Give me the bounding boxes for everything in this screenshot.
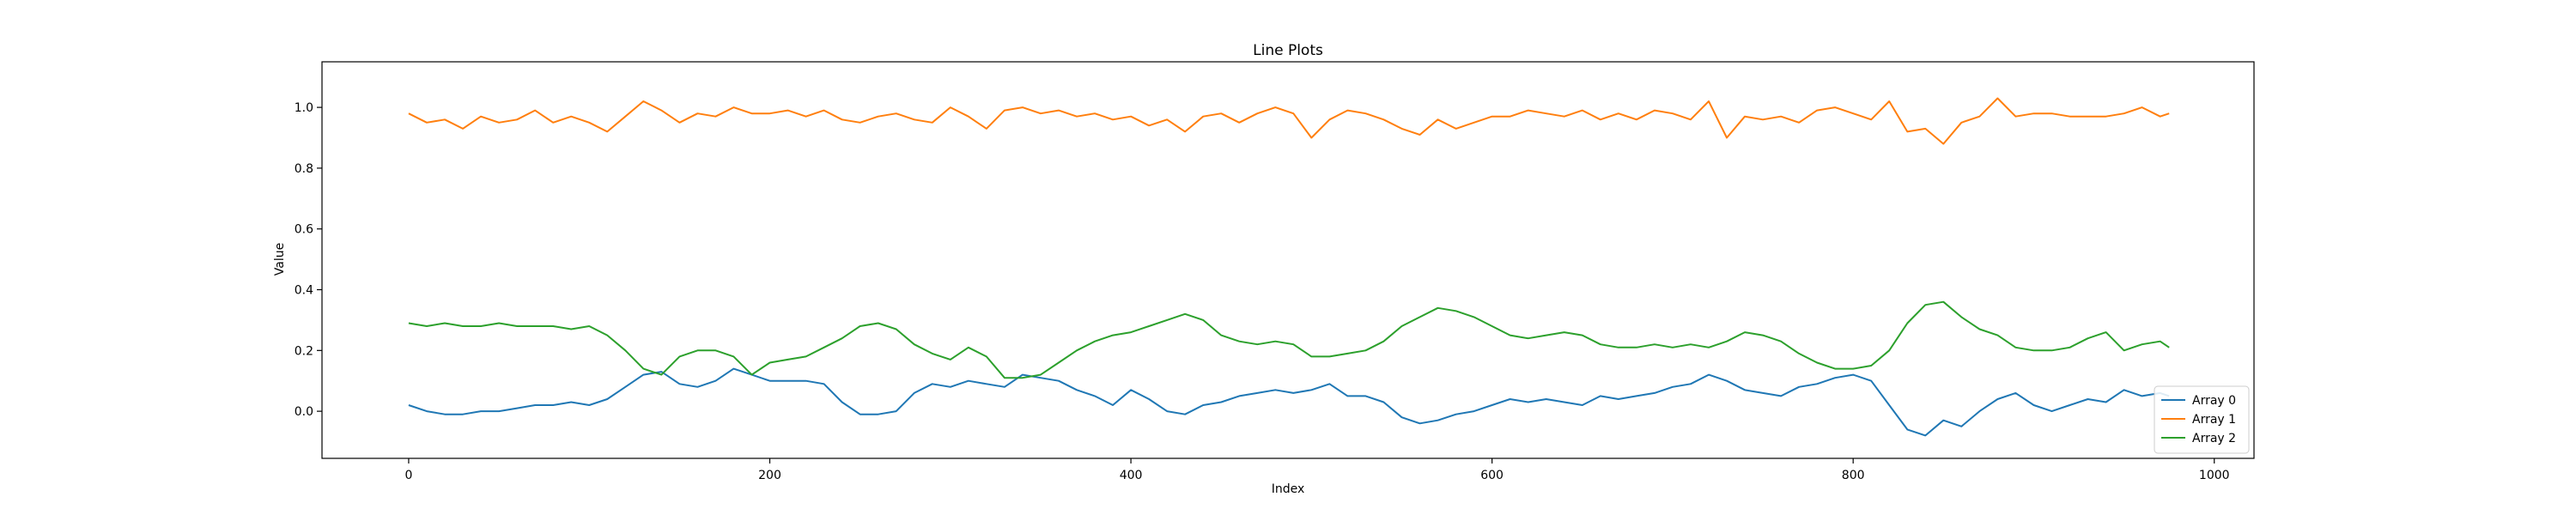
series-line-array-2	[408, 300, 2170, 379]
y-axis-label: Value	[273, 243, 287, 276]
series-line-array-0	[408, 367, 2170, 437]
y-tick-label: 0.8	[295, 162, 313, 176]
plot-frame	[321, 61, 2255, 459]
x-tick-label: 1000	[2199, 469, 2230, 482]
y-tick-label: 1.0	[295, 101, 313, 115]
y-tick-label: 0.0	[295, 405, 313, 419]
x-axis-label: Index	[1272, 482, 1305, 496]
chart-title: Line Plots	[1253, 42, 1323, 59]
x-tick-label: 0	[404, 469, 412, 482]
legend-label: Array 0	[2192, 394, 2236, 408]
legend-label: Array 1	[2192, 413, 2236, 427]
x-tick-label: 600	[1480, 469, 1504, 482]
legend-box	[2154, 385, 2250, 454]
y-tick-label: 0.4	[295, 284, 313, 298]
x-tick-label: 800	[1842, 469, 1865, 482]
y-tick-label: 0.2	[295, 344, 313, 358]
legend-label: Array 2	[2192, 432, 2236, 445]
x-tick-label: 200	[758, 469, 781, 482]
axis-ticks: 0 200 400 600 800 1000 0.0 0.2 0.4 0.6 0.8 1.0	[295, 101, 2230, 482]
legend: Array 0 Array 1 Array 2	[2154, 385, 2250, 454]
plot-lines	[408, 97, 2170, 437]
series-line-array-1	[408, 97, 2170, 145]
x-tick-label: 400	[1120, 469, 1143, 482]
y-tick-label: 0.6	[295, 223, 313, 237]
